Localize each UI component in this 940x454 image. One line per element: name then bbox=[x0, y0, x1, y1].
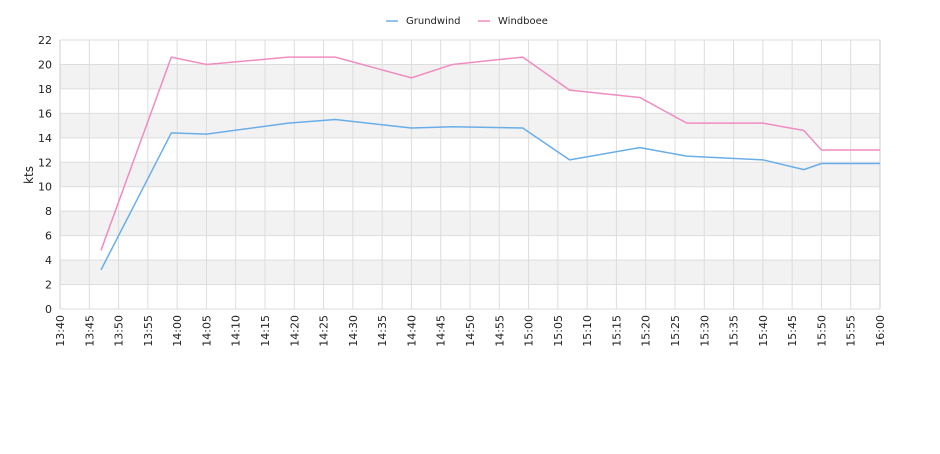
x-tick-label: 14:15 bbox=[259, 315, 272, 347]
legend: Grundwind Windboee bbox=[386, 16, 548, 27]
x-tick-label: 14:35 bbox=[376, 315, 389, 347]
x-tick-label: 13:50 bbox=[113, 315, 126, 347]
y-tick-label: 8 bbox=[45, 205, 52, 218]
x-tick-label: 15:35 bbox=[728, 315, 741, 347]
vertical-gridlines bbox=[59, 40, 881, 309]
x-tick-label: 15:20 bbox=[640, 315, 653, 347]
x-tick-label: 14:45 bbox=[435, 315, 448, 347]
legend-label-grundwind: Grundwind bbox=[406, 16, 461, 27]
y-tick-label: 22 bbox=[38, 34, 52, 47]
y-tick-label: 12 bbox=[38, 156, 52, 169]
legend-label-windboee: Windboee bbox=[498, 16, 548, 27]
y-tick-label: 14 bbox=[38, 132, 52, 145]
x-tick-label: 15:40 bbox=[757, 315, 770, 347]
series-line-windboee bbox=[100, 56, 880, 251]
y-tick-label: 10 bbox=[38, 181, 52, 194]
x-tick-label: 14:40 bbox=[405, 315, 418, 347]
x-tick-label: 14:05 bbox=[200, 315, 213, 347]
x-tick-label: 15:25 bbox=[669, 315, 682, 347]
x-tick-label: 14:10 bbox=[230, 315, 243, 347]
x-tick-label: 15:30 bbox=[698, 315, 711, 347]
x-tick-label: 15:55 bbox=[845, 315, 858, 347]
x-tick-label: 14:00 bbox=[171, 315, 184, 347]
y-tick-label: 20 bbox=[38, 58, 52, 71]
y-tick-label: 4 bbox=[45, 254, 52, 267]
x-tick-label: 15:45 bbox=[786, 315, 799, 347]
x-tick-label: 15:15 bbox=[610, 315, 623, 347]
y-tick-label: 0 bbox=[45, 303, 52, 316]
x-tick-labels: 13:40 13:45 13:50 13:55 14:00 14:05 14:10 14:15… bbox=[54, 315, 887, 347]
series-line-grundwind bbox=[100, 118, 880, 271]
x-tick-label: 14:55 bbox=[493, 315, 506, 347]
x-tick-label: 15:05 bbox=[552, 315, 565, 347]
horizontal-gridlines bbox=[60, 39, 880, 310]
x-tick-label: 13:45 bbox=[83, 315, 96, 347]
y-axis-label: kts bbox=[22, 166, 36, 184]
x-tick-label: 14:50 bbox=[464, 315, 477, 347]
x-tick-label: 15:50 bbox=[815, 315, 828, 347]
x-tick-label: 15:10 bbox=[581, 315, 594, 347]
series-lines bbox=[100, 56, 880, 271]
x-tick-label: 13:55 bbox=[142, 315, 155, 347]
x-tick-label: 14:25 bbox=[318, 315, 331, 347]
x-tick-label: 15:00 bbox=[523, 315, 536, 347]
x-tick-label: 13:40 bbox=[54, 315, 67, 347]
y-tick-labels: 0 2 4 6 8 10 12 14 16 18 20 22 bbox=[38, 34, 52, 316]
y-tick-label: 16 bbox=[38, 107, 52, 120]
y-tick-label: 2 bbox=[45, 279, 52, 292]
x-tick-label: 14:30 bbox=[347, 315, 360, 347]
y-tick-label: 18 bbox=[38, 83, 52, 96]
y-tick-label: 6 bbox=[45, 230, 52, 243]
x-tick-label: 16:00 bbox=[874, 315, 887, 347]
x-tick-label: 14:20 bbox=[288, 315, 301, 347]
